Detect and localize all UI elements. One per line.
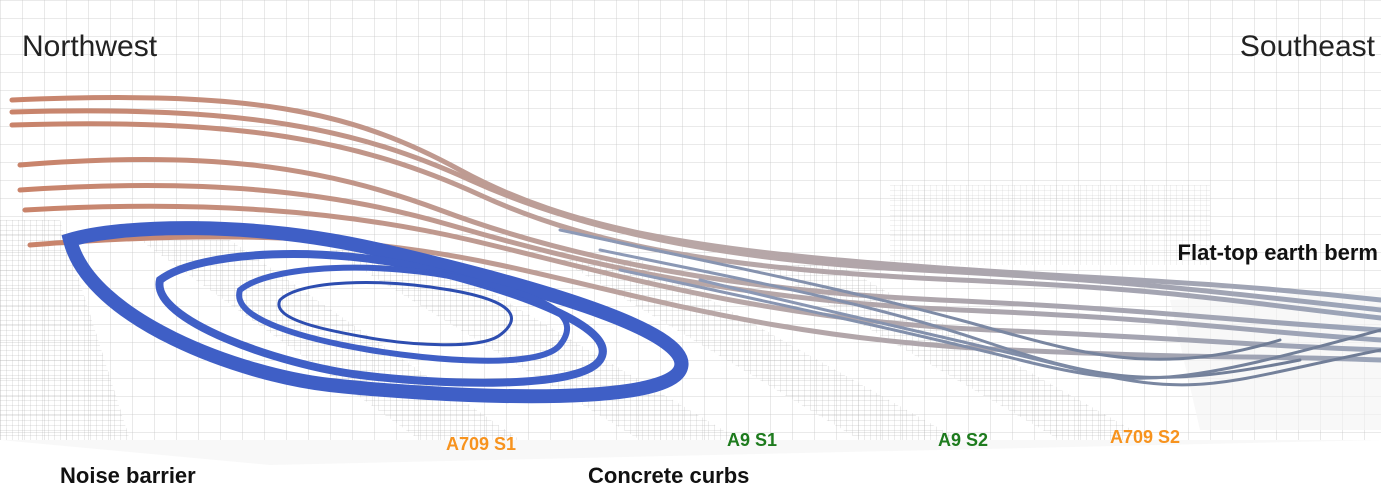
ground <box>0 290 1381 465</box>
segment-label: A709 S2 <box>1110 427 1180 447</box>
southeast-label: Southeast <box>1240 30 1376 63</box>
recirculation <box>61 221 689 404</box>
segment-label: A9 S1 <box>727 430 777 450</box>
noise-barrier-label: Noise barrier <box>60 463 196 488</box>
berm-label: Flat-top earth berm <box>1178 240 1378 265</box>
streamlines-lower <box>558 228 1381 387</box>
streamlines-upper <box>9 95 1381 363</box>
curbs-label: Concrete curbs <box>588 463 749 488</box>
northwest-label: Northwest <box>22 30 158 63</box>
segment-label: A9 S2 <box>938 430 988 450</box>
berm-mesh <box>890 185 1210 265</box>
segment-label: A709 S1 <box>446 434 516 454</box>
